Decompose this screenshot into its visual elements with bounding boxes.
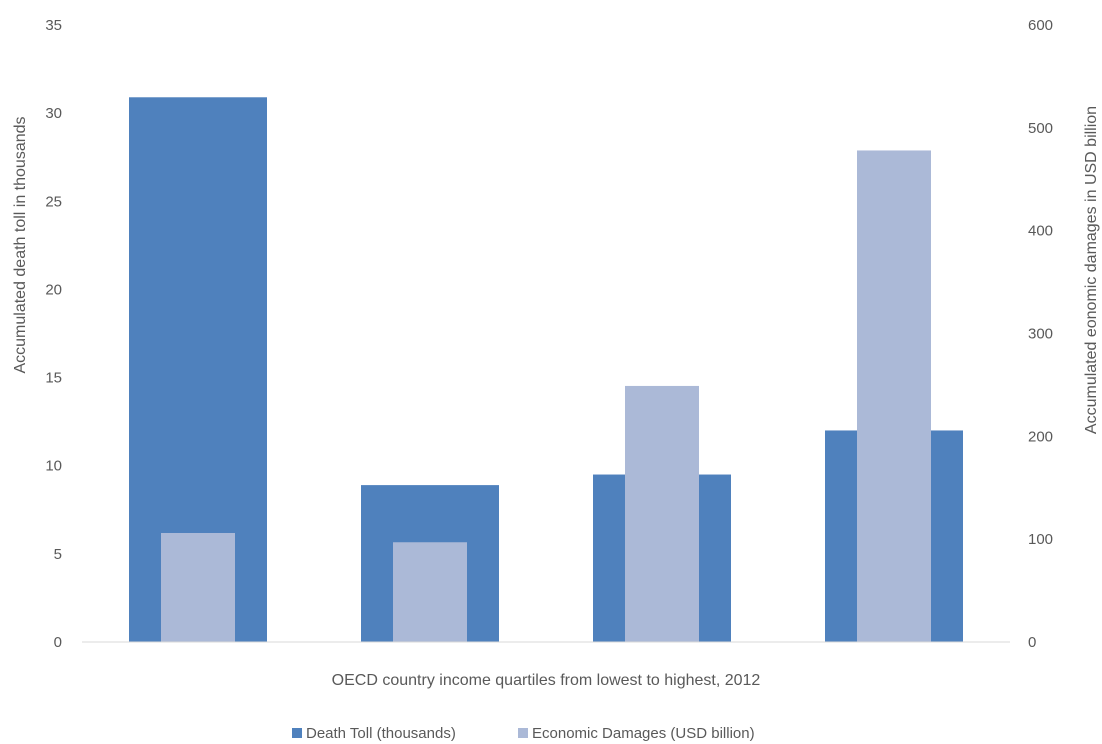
legend: Death Toll (thousands) Economic Damages … bbox=[292, 725, 755, 742]
legend-swatch-economic-damages bbox=[518, 728, 528, 738]
economic-damages-bar bbox=[625, 385, 699, 642]
left-tick-label: 5 bbox=[54, 546, 62, 563]
right-axis-title: Accumulated eonomic damages in USD billi… bbox=[1083, 106, 1100, 434]
left-axis-ticks: 0 5 10 15 20 25 30 35 bbox=[45, 17, 62, 651]
left-tick-label: 35 bbox=[45, 17, 62, 34]
right-tick-label: 600 bbox=[1028, 17, 1053, 34]
legend-label-death-toll: Death Toll (thousands) bbox=[306, 725, 456, 742]
left-tick-label: 20 bbox=[45, 281, 62, 298]
right-axis-ticks: 0 100 200 300 400 500 600 bbox=[1028, 17, 1053, 651]
left-tick-label: 15 bbox=[45, 370, 62, 387]
economic-damages-bars bbox=[161, 150, 931, 642]
left-axis-title: Accumulated death toll in thousands bbox=[12, 116, 29, 373]
right-tick-label: 400 bbox=[1028, 223, 1053, 240]
legend-label-economic-damages: Economic Damages (USD billion) bbox=[532, 725, 755, 742]
right-tick-label: 0 bbox=[1028, 634, 1036, 651]
death-toll-bars bbox=[129, 97, 963, 642]
left-tick-label: 10 bbox=[45, 458, 62, 475]
x-axis-title: OECD country income quartiles from lowes… bbox=[332, 672, 761, 689]
economic-damages-bar bbox=[857, 150, 931, 642]
legend-swatch-death-toll bbox=[292, 728, 302, 738]
left-tick-label: 25 bbox=[45, 193, 62, 210]
right-tick-label: 100 bbox=[1028, 531, 1053, 548]
economic-damages-bar bbox=[393, 542, 467, 642]
right-tick-label: 300 bbox=[1028, 326, 1053, 343]
right-tick-label: 200 bbox=[1028, 428, 1053, 445]
left-tick-label: 30 bbox=[45, 105, 62, 122]
economic-damages-bar bbox=[161, 532, 235, 642]
left-tick-label: 0 bbox=[54, 634, 62, 651]
right-tick-label: 500 bbox=[1028, 120, 1053, 137]
